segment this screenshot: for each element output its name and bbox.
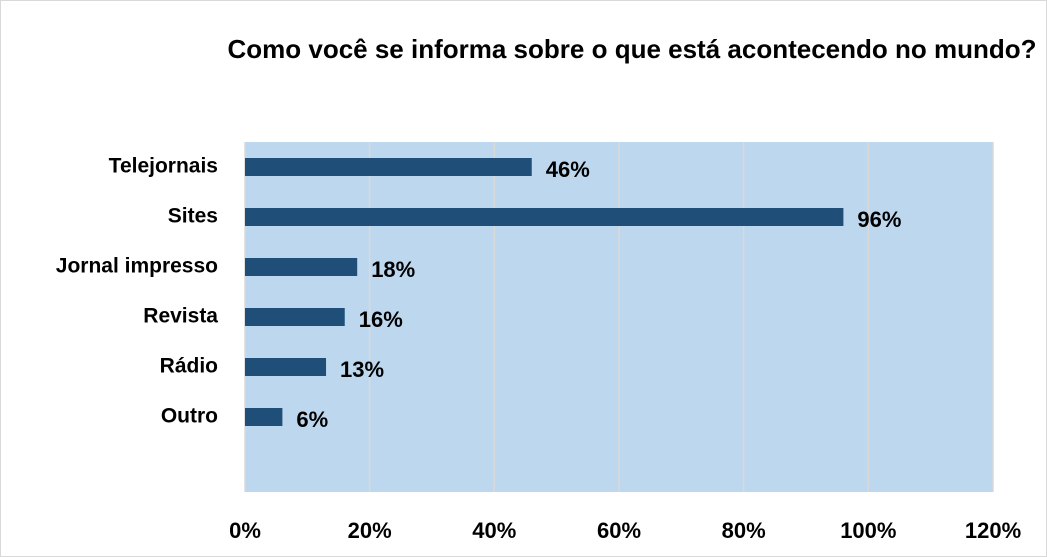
x-tick-label: 20%: [348, 518, 392, 543]
x-tick-label: 120%: [965, 518, 1021, 543]
data-label: 96%: [857, 207, 901, 232]
data-label: 16%: [359, 307, 403, 332]
bar: [245, 208, 844, 226]
x-tick-label: 40%: [472, 518, 516, 543]
x-tick-label: 100%: [840, 518, 896, 543]
y-tick-label: Rádio: [160, 355, 218, 378]
bar: [245, 158, 532, 176]
bar: [245, 308, 345, 326]
x-tick-label: 60%: [597, 518, 641, 543]
x-tick-label: 80%: [722, 518, 766, 543]
chart-title: Como você se informa sobre o que está ac…: [227, 34, 1037, 64]
bar: [245, 408, 283, 426]
x-tick-label: 0%: [229, 518, 261, 543]
y-tick-label: Jornal impresso: [56, 255, 218, 278]
data-label: 6%: [296, 407, 328, 432]
y-tick-label: Sites: [168, 205, 218, 228]
bar: [245, 258, 358, 276]
data-label: 18%: [371, 257, 415, 282]
data-label: 46%: [546, 157, 590, 182]
y-tick-label: Telejornais: [109, 155, 218, 178]
y-tick-label: Outro: [161, 405, 218, 428]
data-label: 13%: [340, 357, 384, 382]
bar: [245, 358, 327, 376]
y-tick-label: Revista: [143, 305, 218, 328]
